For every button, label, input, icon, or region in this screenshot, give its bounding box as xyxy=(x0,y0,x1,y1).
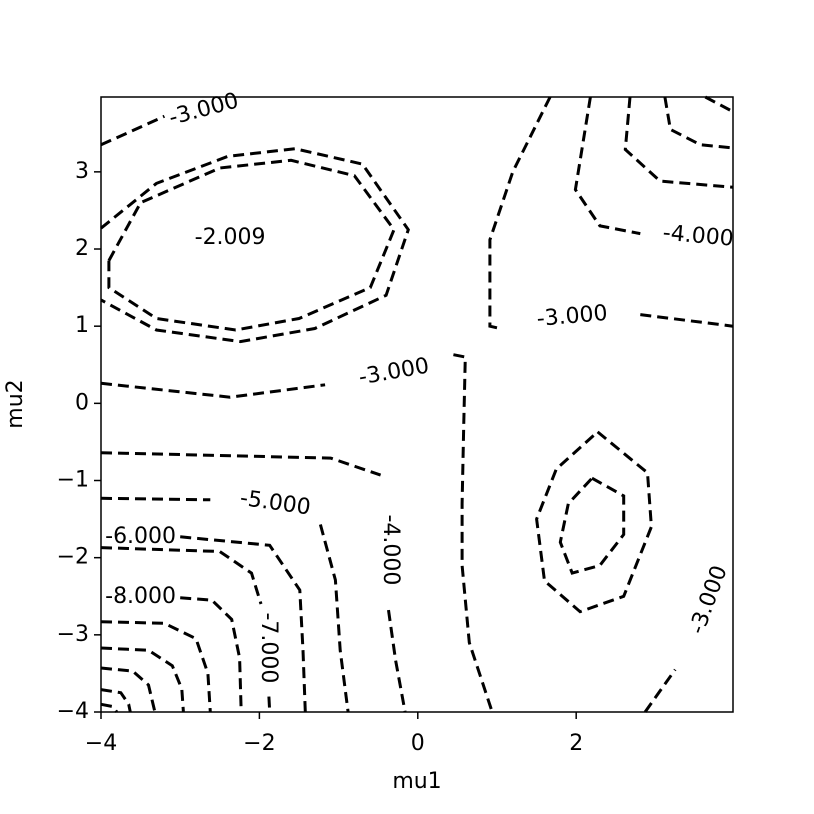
contour-line xyxy=(535,430,653,614)
y-tick-label: 3 xyxy=(75,159,89,184)
contour-line xyxy=(100,546,272,713)
contour-line xyxy=(100,114,166,147)
contour-label: -4.000 xyxy=(378,514,403,585)
contour-label: -2.009 xyxy=(195,225,266,250)
contour-label: -5.000 xyxy=(238,486,312,521)
contour-line xyxy=(100,702,119,713)
contour-line xyxy=(100,620,212,713)
contour-label: -3.000 xyxy=(166,88,241,131)
contour-line xyxy=(488,96,734,330)
contour-line xyxy=(704,95,734,114)
x-tick-label: 2 xyxy=(569,731,583,756)
contour-line xyxy=(100,666,157,713)
x-axis-label: mu1 xyxy=(392,769,441,794)
contour-line xyxy=(180,596,243,713)
contour-line xyxy=(623,96,734,189)
x-tick-label: −4 xyxy=(85,731,117,756)
contour-label: -3.000 xyxy=(685,562,733,637)
y-tick-label: 1 xyxy=(75,313,89,338)
contour-line xyxy=(100,688,132,713)
contour-line xyxy=(643,668,677,713)
contour-line xyxy=(100,646,185,713)
contour-line xyxy=(100,147,410,344)
contour-line xyxy=(100,451,407,713)
y-tick-label: −1 xyxy=(57,468,89,493)
contour-line xyxy=(180,535,307,713)
y-tick-label: 2 xyxy=(75,236,89,261)
contour-label: -6.000 xyxy=(105,524,176,549)
y-tick-label: 0 xyxy=(75,390,89,415)
contour-line xyxy=(100,353,494,713)
contour-line xyxy=(100,496,350,713)
y-axis-label: mu2 xyxy=(3,379,28,428)
contour-label: -3.000 xyxy=(536,301,609,332)
y-tick-label: −2 xyxy=(57,545,89,570)
contour-line xyxy=(573,96,641,236)
contour-label: -8.000 xyxy=(105,584,176,609)
y-tick-label: −3 xyxy=(57,622,89,647)
contour-label: -3.000 xyxy=(357,354,431,391)
contour-line xyxy=(558,476,626,575)
contour-label: -4.000 xyxy=(662,221,735,252)
x-tick-label: −2 xyxy=(243,731,275,756)
plot-frame xyxy=(100,96,734,713)
x-tick-label: 0 xyxy=(411,731,425,756)
contour-line xyxy=(107,158,396,332)
y-tick-label: −4 xyxy=(57,699,89,724)
contour-label: -7.000 xyxy=(256,612,281,683)
